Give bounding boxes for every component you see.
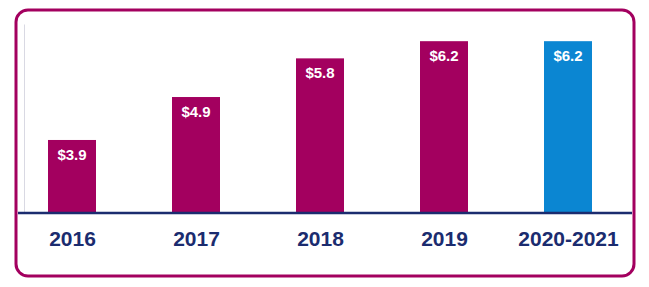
bar: [48, 140, 96, 213]
y-axis: [24, 25, 25, 214]
x-tick-label: 2017: [173, 227, 220, 250]
x-tick: 2017: [173, 213, 220, 250]
frame: [16, 10, 634, 276]
bar: [420, 41, 468, 213]
x-tick-label: 2020-2021: [518, 227, 619, 250]
x-axis: 2016 2017 2018 2019 2020-2021: [18, 213, 632, 250]
data-labels: $3.9 $4.9 $5.8 $6.2 $6.2: [57, 47, 582, 163]
y-axis-line: [24, 25, 25, 214]
bars: [48, 41, 592, 213]
data-label: $3.9: [57, 146, 86, 163]
bar: [544, 41, 592, 213]
data-label: $4.9: [181, 103, 210, 120]
bar: [172, 97, 220, 213]
chart: 2016 2017 2018 2019 2020-2021 $3.9 $4.9 $5.8 $6.…: [0, 0, 649, 287]
x-tick-label: 2016: [49, 227, 96, 250]
x-tick-label: 2018: [297, 227, 344, 250]
x-tick-label: 2019: [421, 227, 468, 250]
data-label: $5.8: [305, 64, 334, 81]
data-label: $6.2: [429, 47, 458, 64]
x-tick: 2016: [49, 213, 96, 250]
x-tick: 2019: [421, 213, 468, 250]
x-tick: 2018: [297, 213, 344, 250]
baseline: [18, 212, 632, 215]
bar: [296, 58, 344, 213]
data-label: $6.2: [553, 47, 582, 64]
x-tick: 2020-2021: [518, 213, 619, 250]
